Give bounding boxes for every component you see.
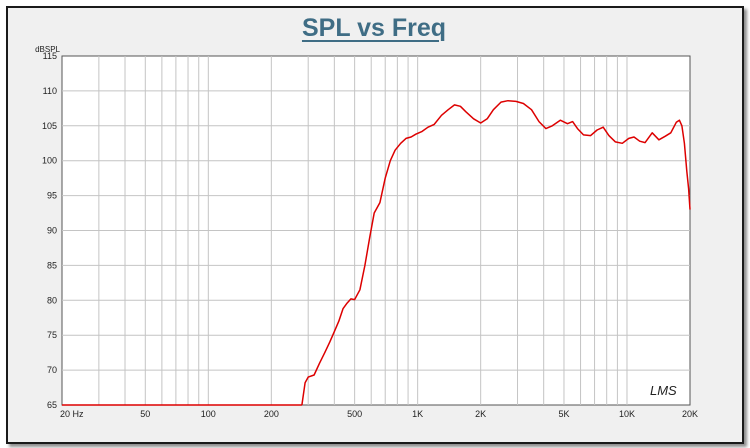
x-tick-label: 10K [619, 409, 635, 419]
y-tick-label: 70 [47, 365, 57, 375]
chart-title: SPL vs Freq [301, 14, 447, 42]
y-tick-label: 65 [47, 400, 57, 410]
x-tick-label: 50 [140, 409, 150, 419]
lms-watermark: LMS [650, 383, 677, 398]
x-tick-label: 20 Hz [60, 409, 84, 419]
spl-line [301, 99, 691, 406]
y-tick-label: 115 [43, 51, 57, 61]
y-tick-label: 80 [47, 295, 57, 305]
y-axis-label: dBSPL [35, 45, 60, 54]
grid [62, 56, 690, 405]
y-tick-label: 110 [43, 86, 57, 96]
y-tick-label: 90 [47, 226, 57, 236]
y-tick-label: 105 [42, 121, 57, 131]
y-tick-label: 100 [42, 156, 57, 166]
x-tick-label: 2K [475, 409, 486, 419]
y-tick-labels: 65 70 75 80 85 90 95 100 105 110 115 [42, 51, 57, 410]
y-tick-label: 85 [47, 260, 57, 270]
x-tick-label: 1K [412, 409, 423, 419]
x-tick-label: 500 [347, 409, 362, 419]
y-tick-label: 95 [47, 191, 57, 201]
series-group [62, 99, 691, 406]
x-tick-labels: 20 Hz 50 100 200 500 1K 2K 5K 10K 20K [60, 409, 698, 419]
x-tick-label: 20K [682, 409, 698, 419]
x-tick-label: 100 [201, 409, 216, 419]
y-tick-label: 75 [47, 330, 57, 340]
x-tick-label: 5K [558, 409, 569, 419]
x-tick-label: 200 [264, 409, 279, 419]
